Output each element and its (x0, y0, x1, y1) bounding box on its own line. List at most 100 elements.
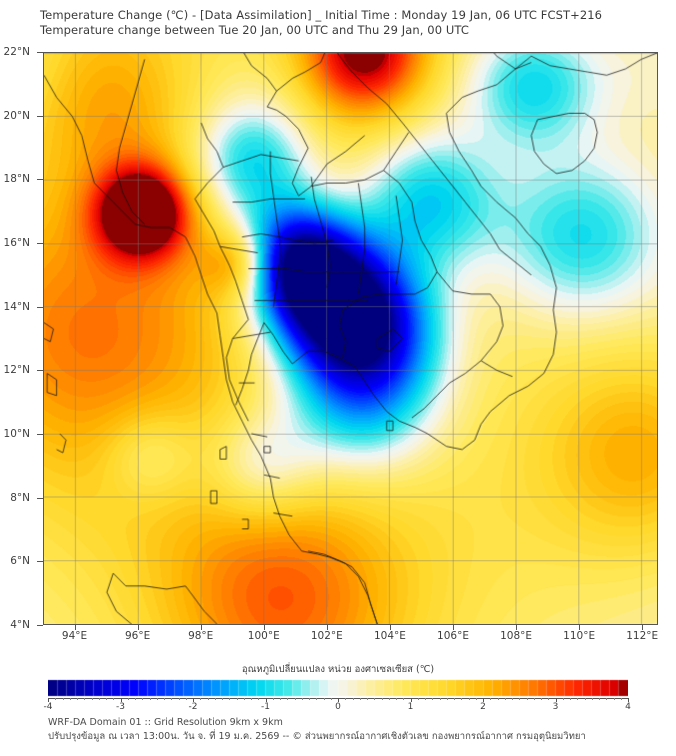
y-tick-mark (37, 115, 43, 117)
colorbar-minor-tick (352, 698, 354, 700)
footer-block: WRF-DA Domain 01 :: Grid Resolution 9km … (48, 716, 668, 744)
colorbar-minor-tick (171, 698, 173, 700)
colorbar-minor-tick (533, 698, 535, 700)
colorbar-minor-tick (490, 698, 492, 700)
colorbar-minor-tick (359, 698, 361, 700)
colorbar-minor-tick (200, 698, 202, 700)
y-tick-mark (37, 306, 43, 308)
colorbar-minor-tick (236, 698, 238, 700)
colorbar-minor-tick (316, 698, 318, 700)
colorbar-minor-tick (113, 698, 115, 700)
colorbar-minor-tick (214, 698, 216, 700)
colorbar-minor-tick (461, 698, 463, 700)
colorbar-minor-tick (591, 698, 593, 700)
y-tick-mark (37, 243, 43, 244)
colorbar-minor-tick (432, 698, 434, 700)
colorbar-tick-label: -2 (188, 702, 198, 712)
x-tick-label: 104°E (373, 630, 406, 642)
colorbar-minor-tick (367, 698, 368, 700)
colorbar-minor-tick (229, 698, 231, 700)
colorbar-minor-tick (135, 698, 136, 700)
colorbar-minor-tick (127, 698, 129, 700)
y-tick-mark (37, 561, 43, 563)
colorbar-minor-tick (149, 698, 151, 700)
colorbar-gradient (48, 678, 628, 698)
x-tick-mark (642, 625, 644, 630)
colorbar-minor-tick (584, 698, 586, 700)
y-tick-mark (37, 370, 43, 372)
y-tick-mark (37, 52, 43, 53)
colorbar-minor-tick (294, 698, 296, 700)
colorbar-minor-tick (396, 698, 397, 700)
colorbar-tick-mark (555, 698, 557, 702)
colorbar-minor-tick (77, 698, 78, 700)
colorbar-minor-tick (55, 698, 57, 700)
x-tick-label: 94°E (61, 630, 88, 642)
colorbar-minor-tick (417, 698, 419, 700)
y-tick-mark (37, 625, 43, 626)
colorbar-tick-mark (193, 698, 194, 702)
colorbar-ticks: -4 -3 -2 -1 0 1 2 3 4 (44, 698, 631, 714)
colorbar-minor-tick (519, 698, 521, 700)
colorbar-minor-tick (69, 698, 71, 700)
colorbar-minor-tick (577, 698, 579, 700)
x-tick-mark (389, 625, 391, 630)
colorbar-tick-mark (338, 698, 339, 702)
colorbar-minor-tick (207, 698, 209, 700)
colorbar-minor-tick (323, 698, 325, 700)
colorbar-minor-tick (62, 698, 64, 700)
colorbar-tick-mark (483, 698, 484, 702)
y-tick-mark (37, 434, 43, 435)
colorbar-minor-tick (570, 698, 571, 700)
x-tick-label: 110°E (563, 630, 596, 642)
colorbar-minor-tick (98, 698, 100, 700)
y-tick-label: 12°N (3, 364, 30, 377)
colorbar-minor-tick (475, 698, 477, 700)
colorbar-minor-tick (142, 698, 144, 700)
y-tick-label: 8°N (10, 491, 30, 504)
colorbar-minor-tick (272, 698, 274, 700)
colorbar-minor-tick (156, 698, 158, 700)
x-tick-mark (516, 625, 518, 630)
colorbar-label: อุณหภูมิเปลี่ยนแปลง หน่วย องศาเซลเซียส (… (241, 664, 435, 675)
x-tick-label: 98°E (188, 630, 214, 642)
chart-title-block: Temperature Change (℃) - [Data Assimilat… (40, 8, 660, 38)
colorbar-tick-label: 4 (625, 702, 631, 712)
colorbar-minor-tick (613, 698, 615, 700)
colorbar-minor-tick (178, 698, 180, 700)
colorbar-tick-mark (48, 698, 49, 702)
footer-line-model-info: WRF-DA Domain 01 :: Grid Resolution 9km … (48, 717, 283, 728)
colorbar-tick-label: -3 (116, 702, 125, 712)
colorbar-minor-tick (251, 698, 252, 700)
x-tick-mark (137, 625, 139, 630)
colorbar-tick-label: 0 (335, 702, 341, 712)
colorbar-minor-tick (526, 698, 528, 700)
colorbar-minor-tick (374, 698, 376, 700)
y-tick-label: 6°N (10, 555, 30, 568)
colorbar-minor-tick (91, 698, 93, 700)
y-tick-mark (37, 179, 43, 181)
temperature-anomaly-heatmap (44, 53, 657, 624)
x-tick-label: 106°E (437, 630, 469, 642)
x-tick-mark (263, 625, 265, 630)
x-tick-label: 96°E (124, 630, 151, 642)
colorbar-minor-tick (562, 698, 564, 700)
colorbar-minor-tick (309, 698, 310, 700)
x-tick-label: 100°E (247, 630, 280, 642)
y-tick-label: 22°N (3, 46, 30, 58)
colorbar-tick-mark (120, 698, 122, 702)
colorbar-minor-tick (301, 698, 303, 700)
colorbar-minor-tick (504, 698, 506, 700)
y-tick-label: 18°N (3, 173, 30, 186)
colorbar-minor-tick (403, 698, 405, 700)
colorbar-minor-tick (243, 698, 245, 700)
colorbar-minor-tick (599, 698, 600, 700)
colorbar-tick-label: -1 (261, 702, 270, 712)
colorbar-minor-tick (330, 698, 332, 700)
colorbar-minor-tick (164, 698, 165, 700)
y-tick-label: 20°N (3, 109, 30, 122)
x-tick-mark (74, 625, 76, 630)
colorbar-minor-tick (425, 698, 426, 700)
y-tick-label: 4°N (10, 619, 30, 631)
colorbar-minor-tick (345, 698, 347, 700)
